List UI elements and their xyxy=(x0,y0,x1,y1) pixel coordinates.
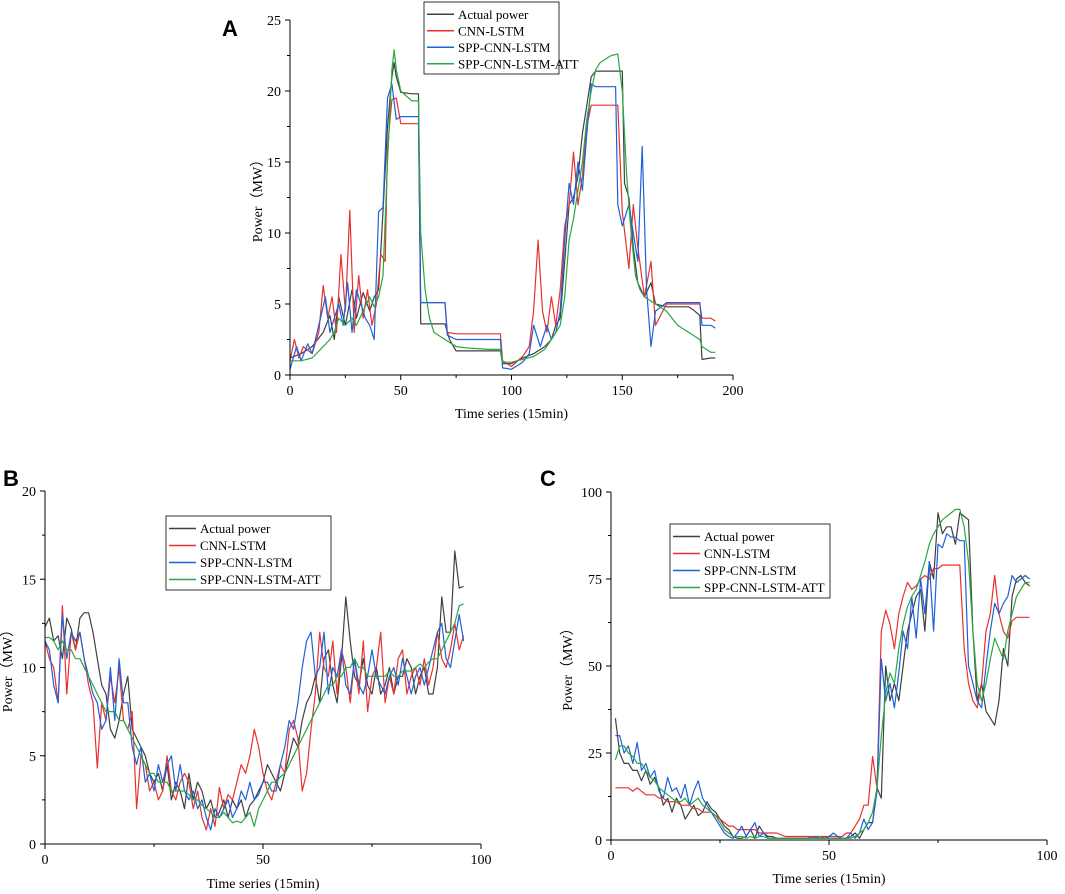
y-tick-label: 5 xyxy=(274,298,281,313)
legend-label: SPP-CNN-LSTM xyxy=(200,555,293,570)
panel-letter: B xyxy=(3,466,19,491)
x-tick-label: 0 xyxy=(608,849,615,864)
x-tick-label: 0 xyxy=(42,853,49,868)
series-line-cnn-lstm xyxy=(45,605,465,831)
x-tick-label: 150 xyxy=(612,384,633,399)
legend: Actual power CNN-LSTM SPP-CNN-LSTM SPP-CNN-… xyxy=(669,523,831,599)
x-axis-label: Time series (15min) xyxy=(206,877,319,892)
y-tick-label: 15 xyxy=(22,573,36,588)
legend-label: Actual power xyxy=(704,529,775,544)
panel-letter: C xyxy=(540,466,556,491)
y-tick-label: 75 xyxy=(588,573,602,588)
y-tick-label: 15 xyxy=(267,156,281,171)
y-tick-label: 0 xyxy=(595,834,602,849)
legend-label: SPP-CNN-LSTM-ATT xyxy=(200,572,321,587)
series-group xyxy=(45,550,465,831)
series-line-actual-power xyxy=(45,550,464,819)
y-tick-label: 10 xyxy=(22,662,36,677)
series-line-spp-cnn-lstm-att xyxy=(290,49,716,363)
legend: Actual power CNN-LSTM SPP-CNN-LSTM SPP-CNN-… xyxy=(165,515,332,591)
legend-label: SPP-CNN-LSTM xyxy=(458,40,551,55)
series-line-spp-cnn-lstm-att xyxy=(45,603,464,827)
series-group xyxy=(290,49,716,370)
legend-label: SPP-CNN-LSTM xyxy=(704,563,797,578)
y-tick-label: 5 xyxy=(29,750,36,765)
y-tick-label: 25 xyxy=(267,14,281,29)
legend-label: CNN-LSTM xyxy=(704,546,771,561)
y-tick-label: 0 xyxy=(274,369,281,384)
chart-panel-a: A 0 50 100 150 200 0 5 10 15 20 25 Time series (15mi… xyxy=(222,1,744,422)
legend-label: Actual power xyxy=(200,521,271,536)
y-tick-label: 25 xyxy=(588,747,602,762)
legend-label: SPP-CNN-LSTM-ATT xyxy=(458,56,579,71)
y-axis-label: Power（MW） xyxy=(250,153,266,242)
x-tick-label: 50 xyxy=(256,853,270,868)
x-tick-label: 50 xyxy=(822,849,836,864)
legend-label: SPP-CNN-LSTM-ATT xyxy=(704,580,825,595)
series-line-spp-cnn-lstm xyxy=(290,83,716,370)
chart-panel-b: B 0 50 100 0 5 10 15 20 Time series (15min) Power（… xyxy=(0,466,492,892)
y-axis-label: Power（MW） xyxy=(0,623,16,712)
chart-panel-c: C 0 50 100 0 25 50 75 100 Time series (15min) Powe… xyxy=(540,466,1058,887)
y-axis-label: Power（MW） xyxy=(560,621,576,710)
x-tick-label: 200 xyxy=(723,384,744,399)
x-tick-label: 100 xyxy=(1037,849,1058,864)
y-tick-label: 20 xyxy=(267,85,281,100)
x-tick-label: 50 xyxy=(394,384,408,399)
y-tick-label: 100 xyxy=(581,486,602,501)
legend-label: CNN-LSTM xyxy=(458,23,525,38)
series-line-spp-cnn-lstm-att xyxy=(614,508,1030,839)
x-tick-label: 100 xyxy=(501,384,522,399)
series-line-cnn-lstm xyxy=(615,564,1030,838)
y-tick-label: 20 xyxy=(22,485,36,500)
x-axis-label: Time series (15min) xyxy=(455,407,568,422)
series-group xyxy=(614,508,1030,839)
series-line-cnn-lstm xyxy=(290,97,716,368)
legend-label: Actual power xyxy=(458,7,529,22)
y-tick-label: 0 xyxy=(29,838,36,853)
panel-letter: A xyxy=(222,16,238,41)
y-tick-label: 50 xyxy=(588,660,602,675)
series-line-spp-cnn-lstm xyxy=(45,613,465,831)
x-tick-label: 100 xyxy=(471,853,492,868)
x-axis-label: Time series (15min) xyxy=(772,872,885,887)
y-tick-label: 10 xyxy=(267,227,281,242)
legend-label: CNN-LSTM xyxy=(200,538,267,553)
x-tick-label: 0 xyxy=(287,384,294,399)
